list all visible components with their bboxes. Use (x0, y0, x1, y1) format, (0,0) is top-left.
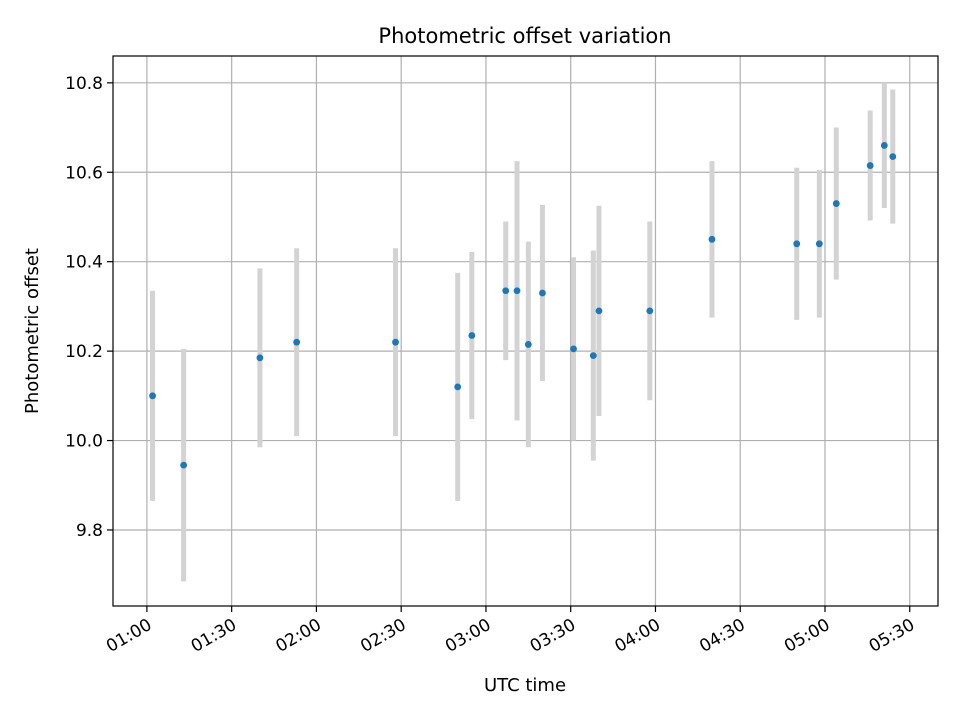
data-point (513, 287, 521, 295)
grid (113, 56, 938, 606)
chart-title: Photometric offset variation (378, 24, 671, 48)
data-point (468, 332, 476, 339)
data-point (595, 307, 603, 315)
data-point (793, 240, 801, 248)
data-point (256, 354, 264, 362)
y-tick-label: 10.6 (65, 163, 103, 183)
data-point (180, 461, 188, 469)
y-tick-label: 10.0 (65, 432, 103, 452)
y-axis-label: Photometric offset (22, 248, 43, 414)
data-point (880, 142, 888, 149)
data-point (502, 287, 510, 295)
data-point (454, 383, 462, 391)
data-point (815, 240, 823, 248)
data-point (524, 341, 532, 348)
data-point (293, 338, 301, 346)
y-axis-ticks: 9.8 10.0 10.2 10.4 10.6 10.8 (65, 74, 113, 541)
data-point (149, 392, 156, 400)
y-tick-label: 9.8 (76, 521, 103, 541)
data-point (889, 153, 897, 161)
data-point (832, 200, 840, 207)
data-point (866, 162, 874, 169)
data-point (539, 289, 546, 297)
data-point (589, 352, 597, 359)
data-point (570, 345, 577, 353)
plot-frame (112, 55, 939, 607)
y-tick-label: 10.4 (65, 253, 103, 273)
y-tick-label: 10.8 (65, 74, 103, 94)
data-point (392, 338, 399, 346)
data-points (149, 142, 897, 469)
y-tick-label: 10.2 (65, 342, 103, 362)
data-point (708, 235, 716, 243)
x-axis-label: UTC time (484, 675, 566, 696)
data-point (646, 307, 654, 315)
